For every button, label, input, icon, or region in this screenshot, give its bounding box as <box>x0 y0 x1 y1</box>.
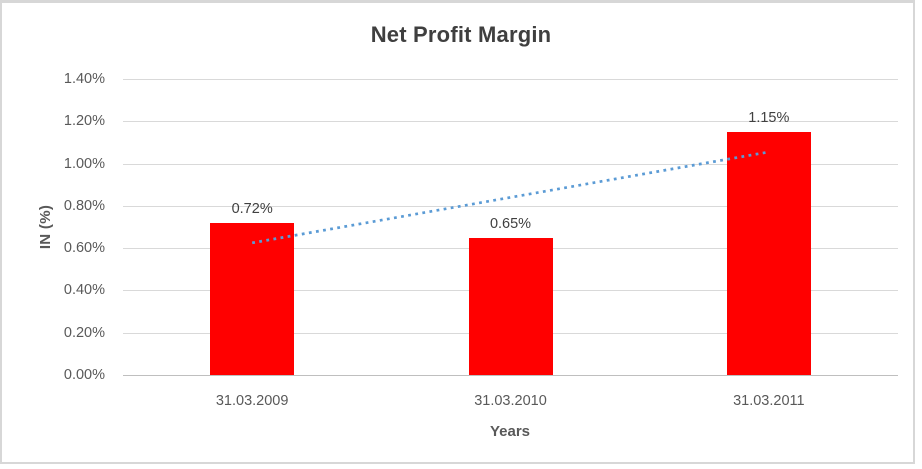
gridline <box>123 205 898 207</box>
x-axis-line <box>123 375 898 376</box>
y-tick-label: 0.80% <box>63 197 105 214</box>
plot-area: 0.72% 0.65% 1.15% <box>123 79 898 376</box>
gridline <box>123 163 898 165</box>
x-axis-title: Years <box>489 423 531 440</box>
y-tick-label: 1.20% <box>63 113 105 130</box>
x-tick-label: 31.03.2009 <box>215 393 289 409</box>
gridline <box>123 79 898 80</box>
y-tick-label: 0.60% <box>63 240 105 257</box>
y-tick-label: 0.00% <box>63 367 105 383</box>
trendline <box>251 150 770 245</box>
y-tick-label: 1.40% <box>63 71 105 87</box>
bar <box>726 131 811 375</box>
x-tick-label: 31.03.2011 <box>733 393 805 409</box>
x-tick-label: 31.03.2010 <box>474 393 547 409</box>
bar-value-label: 0.65% <box>489 215 532 232</box>
chart-title: Net Profit Margin <box>370 22 552 47</box>
y-axis-title: IN (%) <box>37 204 54 250</box>
bar-value-label: 1.15% <box>748 109 790 126</box>
bar-value-label: 0.72% <box>231 200 273 217</box>
y-tick-label: 1.00% <box>63 155 105 172</box>
y-tick-label: 0.20% <box>63 324 105 341</box>
y-tick-label: 0.40% <box>63 282 105 299</box>
bar <box>468 237 553 375</box>
bar <box>210 222 295 375</box>
gridline <box>123 121 898 123</box>
